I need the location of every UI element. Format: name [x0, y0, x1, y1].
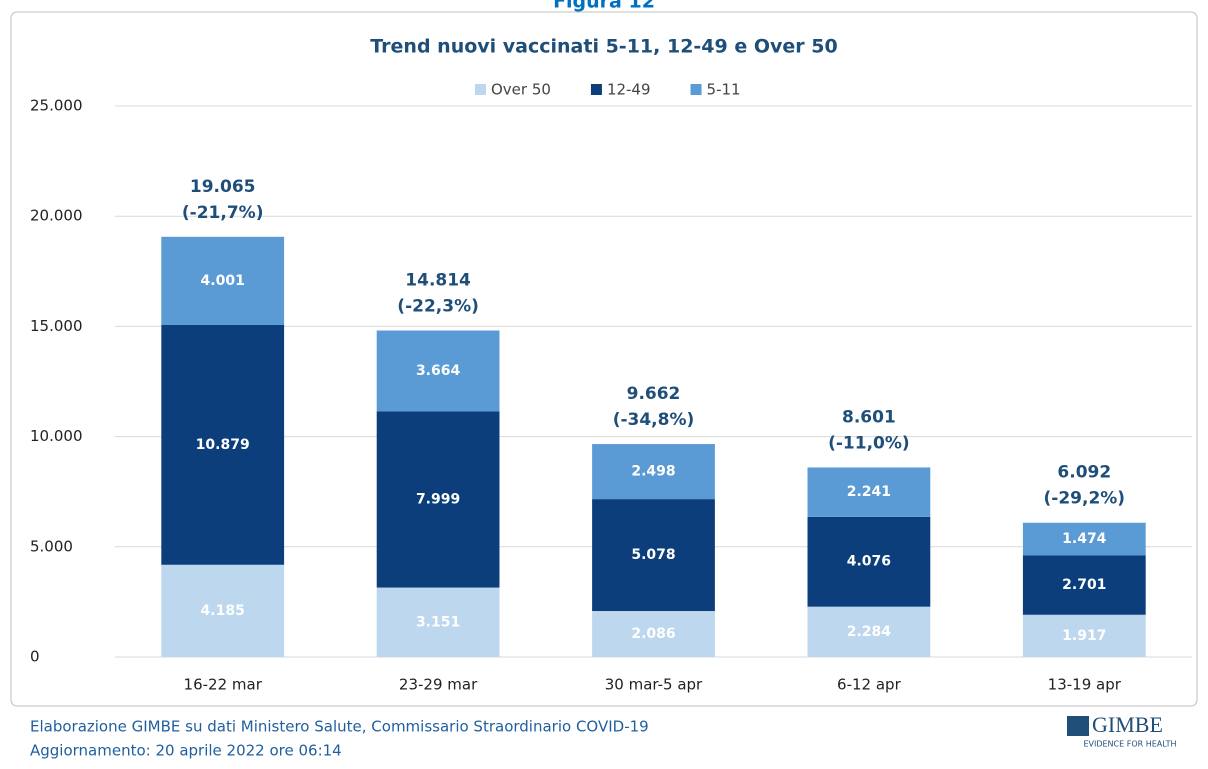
legend-swatch — [590, 84, 602, 95]
x-tick-label: 16-22 mar — [184, 676, 263, 694]
figure-label: Figura 12 — [553, 0, 655, 13]
footer: Elaborazione GIMBE su dati Ministero Sal… — [30, 712, 1177, 759]
chart-title: Trend nuovi vaccinati 5-11, 12-49 e Over… — [370, 36, 837, 58]
update-note: Aggiornamento: 20 aprile 2022 ore 06:14 — [30, 742, 342, 760]
legend-label: Over 50 — [491, 81, 551, 99]
segment-label: 2.284 — [847, 624, 892, 640]
y-tick-label: 20.000 — [30, 207, 83, 225]
segment-label: 1.474 — [1062, 531, 1107, 547]
legend-swatch — [475, 84, 486, 95]
y-tick-label: 15.000 — [30, 317, 83, 335]
bar-segment — [592, 611, 715, 657]
total-label: 6.092 — [1057, 463, 1111, 483]
segment-label: 7.999 — [416, 491, 460, 507]
source-note: Elaborazione GIMBE su dati Ministero Sal… — [30, 718, 649, 736]
legend-swatch — [690, 84, 702, 95]
bar-segment — [807, 516, 931, 607]
total-label: 9.662 — [627, 384, 681, 404]
segment-label: 2.498 — [631, 464, 675, 480]
bar-segment — [807, 467, 931, 517]
total-label: 14.814 — [405, 270, 471, 290]
segment-label: 10.879 — [196, 437, 250, 453]
x-tick-label: 23-29 mar — [399, 676, 478, 694]
x-tick-label: 13-19 apr — [1048, 676, 1122, 694]
logo-icon — [1067, 716, 1089, 736]
bar-segment — [161, 236, 285, 325]
bar-segment — [1022, 555, 1146, 615]
x-tick-label: 30 mar-5 apr — [605, 676, 703, 694]
bar-segment — [1022, 522, 1146, 556]
segment-label: 4.185 — [201, 603, 245, 619]
change-label: (-29,2%) — [1044, 489, 1126, 509]
legend-label: 12-49 — [607, 81, 651, 99]
change-label: (-21,7%) — [182, 203, 264, 223]
bar-segment — [807, 606, 931, 657]
bar-segment — [161, 324, 285, 565]
segment-label: 5.078 — [631, 547, 675, 563]
segment-label: 4.001 — [201, 273, 245, 289]
segment-label: 2.701 — [1062, 577, 1106, 593]
bar-segment — [592, 499, 715, 612]
segment-label: 4.076 — [847, 554, 891, 570]
change-label: (-22,3%) — [397, 296, 479, 316]
bar-segment — [1022, 614, 1146, 657]
y-tick-label: 10.000 — [30, 427, 83, 445]
total-label: 19.065 — [190, 177, 256, 197]
change-label: (-11,0%) — [828, 433, 910, 453]
logo-tagline: EVIDENCE FOR HEALTH — [1083, 740, 1176, 749]
legend-label: 5-11 — [707, 81, 741, 99]
logo: GIMBE — [1092, 712, 1163, 737]
bar-segment — [592, 444, 715, 500]
segment-label: 3.151 — [416, 614, 460, 630]
segment-label: 3.664 — [416, 363, 461, 379]
bar-segment — [161, 564, 285, 657]
bar-segment — [376, 587, 500, 657]
segment-label: 2.086 — [631, 626, 675, 642]
y-tick-label: 0 — [30, 648, 40, 666]
y-tick-label: 25.000 — [30, 97, 83, 115]
segment-label: 2.241 — [847, 484, 891, 500]
bar-segment — [376, 411, 500, 588]
segment-label: 1.917 — [1062, 628, 1106, 644]
change-label: (-34,8%) — [613, 410, 695, 430]
x-tick-label: 6-12 apr — [837, 676, 902, 694]
bar-segment — [376, 330, 500, 412]
y-tick-label: 5.000 — [30, 537, 73, 555]
total-label: 8.601 — [842, 407, 896, 427]
